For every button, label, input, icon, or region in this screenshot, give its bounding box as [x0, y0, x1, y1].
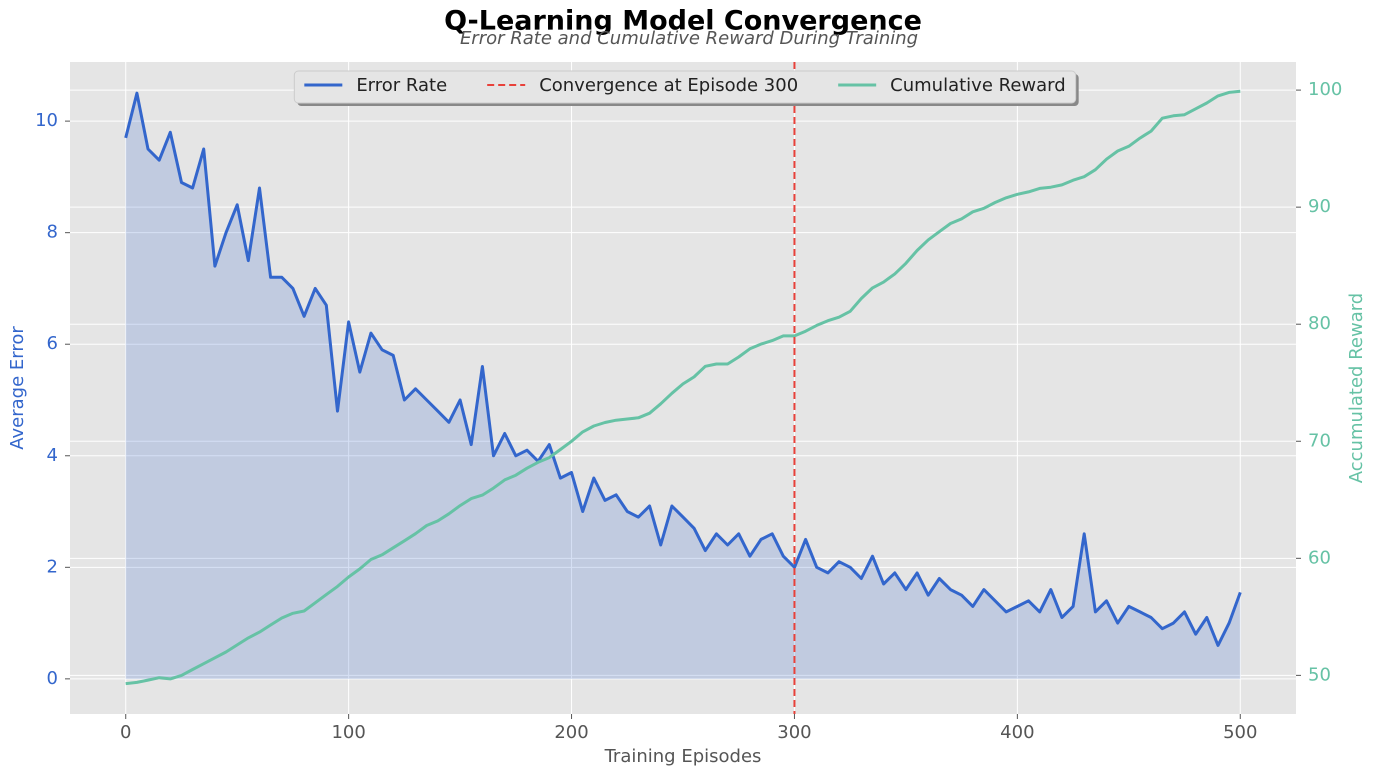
x-tick-label: 500	[1223, 722, 1257, 743]
x-tick-label: 300	[777, 722, 811, 743]
x-tick-label: 0	[120, 722, 131, 743]
line	[125, 89, 1241, 686]
legend-label: Convergence at Episode 300	[539, 75, 798, 96]
y2-tick-label: 100	[1308, 79, 1342, 100]
x-tick-label: 400	[1000, 722, 1034, 743]
y2-axis-label: Accumulated Reward	[1346, 293, 1367, 484]
legend-label: Error Rate	[356, 75, 447, 96]
y-tick-label: 4	[47, 445, 58, 466]
y2-tick-label: 80	[1308, 313, 1331, 334]
x-axis-label: Training Episodes	[604, 746, 762, 767]
grid	[70, 62, 1296, 714]
y-tick-label: 0	[47, 668, 58, 689]
x-tick-label: 100	[331, 722, 365, 743]
y2-tick-label: 60	[1308, 547, 1331, 568]
y-tick-label: 10	[35, 110, 58, 131]
y-tick-label: 6	[47, 333, 58, 354]
x-tick-label: 200	[554, 722, 588, 743]
y-tick-label: 8	[47, 222, 58, 243]
legend: Error Rate Convergence at Episode 300 Cumu…	[293, 70, 1079, 106]
labels: 0 100 200 300 400 500 0 2 4 6 8 10 50 60 70 80 90 100	[35, 79, 1342, 743]
y-axis-label: Average Error	[7, 326, 28, 450]
marks	[124, 62, 1242, 714]
y2-tick-label: 70	[1308, 430, 1331, 451]
y-tick-label: 2	[47, 556, 58, 577]
y2-tick-label: 90	[1308, 196, 1331, 217]
legend-label: Cumulative Reward	[890, 75, 1066, 96]
y2-tick-label: 50	[1308, 664, 1331, 685]
chart-title: Q-Learning Model Convergence	[444, 6, 922, 37]
legend-box	[293, 70, 1077, 104]
chart-subtitle: Error Rate and Cumulative Reward During …	[460, 28, 918, 49]
line	[124, 91, 1242, 647]
area	[125, 93, 1241, 679]
